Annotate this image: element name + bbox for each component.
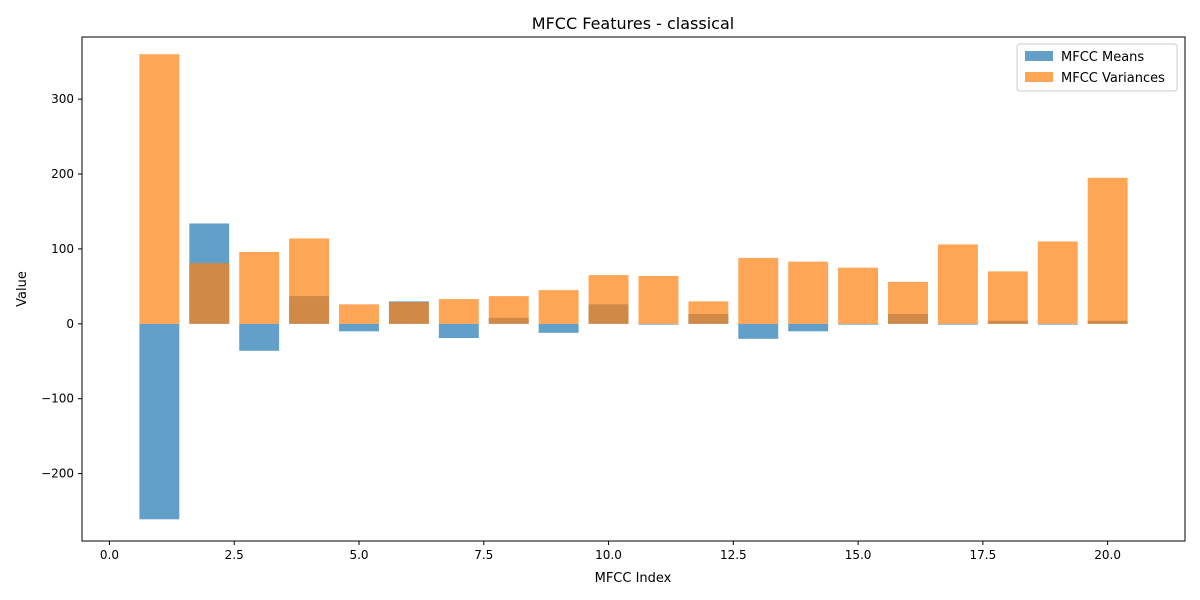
bar-variance-2	[189, 263, 230, 324]
legend-label-variances: MFCC Variances	[1061, 71, 1165, 86]
bar-mean-19	[1037, 323, 1078, 325]
bars-layer	[139, 54, 1128, 520]
x-tick-label: 17.5	[970, 548, 997, 562]
bar-mean-11	[638, 323, 679, 325]
y-axis-label: Value	[15, 271, 30, 307]
y-tick-label: −100	[41, 392, 74, 406]
bar-variance-16	[888, 281, 928, 324]
bar-variance-11	[638, 275, 679, 324]
bar-variance-19	[1037, 241, 1078, 324]
x-tick-label: 7.5	[474, 548, 493, 562]
bar-mean-5	[339, 323, 379, 332]
bar-variance-13	[738, 257, 779, 324]
x-tick-label: 15.0	[845, 548, 872, 562]
x-tick-label: 0.0	[100, 548, 119, 562]
legend: MFCC Means MFCC Variances	[1016, 43, 1178, 92]
bar-variance-17	[937, 244, 978, 324]
bar-variance-15	[838, 267, 879, 324]
bar-variance-18	[987, 271, 1028, 324]
bar-variance-6	[388, 302, 429, 324]
bar-variance-10	[588, 275, 629, 324]
bar-variance-1	[139, 54, 180, 324]
plot-frame	[81, 36, 1186, 542]
chart-title: MFCC Features - classical	[532, 14, 734, 33]
bar-mean-3	[239, 323, 280, 351]
bar-mean-15	[838, 323, 879, 325]
bar-variance-14	[788, 261, 829, 324]
bar-variance-8	[488, 296, 529, 324]
y-tick-label: −200	[41, 467, 74, 481]
bar-mean-17	[937, 323, 978, 325]
bar-variance-20	[1087, 177, 1128, 324]
x-tick-label: 12.5	[720, 548, 747, 562]
bar-mean-14	[788, 323, 829, 332]
x-axis-label: MFCC Index	[595, 571, 672, 586]
y-tick-label: 100	[51, 242, 74, 256]
y-tick-label: 200	[51, 167, 74, 181]
bar-mean-1	[139, 323, 180, 520]
bar-variance-5	[339, 304, 379, 324]
x-tick-label: 2.5	[225, 548, 244, 562]
y-axis-ticks: −200 −100 0 100 200 300	[41, 92, 82, 481]
legend-label-means: MFCC Means	[1061, 50, 1144, 65]
bar-variance-7	[438, 299, 479, 324]
legend-frame	[1016, 43, 1178, 92]
x-axis-ticks: 0.0 2.5 5.0 7.5 10.0 12.5 15.0 17.5 20.0	[100, 541, 1121, 562]
bar-variance-12	[688, 301, 729, 324]
bar-mean-7	[438, 323, 479, 339]
x-tick-label: 20.0	[1094, 548, 1121, 562]
bar-mean-9	[538, 323, 579, 333]
bar-variance-4	[289, 238, 330, 324]
bar-variance-9	[538, 290, 579, 324]
legend-swatch-means	[1025, 51, 1053, 61]
x-tick-label: 10.0	[595, 548, 622, 562]
bar-variance-3	[239, 251, 280, 324]
x-tick-label: 5.0	[349, 548, 368, 562]
y-tick-label: 300	[51, 92, 74, 106]
legend-swatch-variances	[1025, 72, 1053, 82]
y-tick-label: 0	[66, 317, 74, 331]
bar-mean-13	[738, 323, 779, 339]
